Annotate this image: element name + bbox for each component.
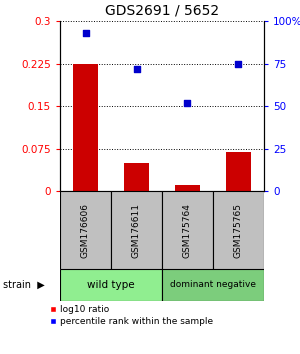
Text: GSM176611: GSM176611 [132,202,141,258]
Bar [162,269,264,301]
Bar [162,191,213,269]
Point [185,100,190,105]
Point [83,30,88,36]
Bar [111,191,162,269]
Text: dominant negative: dominant negative [170,280,256,290]
Legend: log10 ratio, percentile rank within the sample: log10 ratio, percentile rank within the … [50,306,214,326]
Point [134,66,139,72]
Title: GDS2691 / 5652: GDS2691 / 5652 [105,3,219,17]
Bar [73,64,98,191]
Bar [226,152,251,191]
Text: wild type: wild type [87,280,135,290]
Bar [124,163,149,191]
Text: GSM175765: GSM175765 [234,202,243,258]
Text: GSM175764: GSM175764 [183,202,192,258]
Point [236,61,241,67]
Bar [60,191,111,269]
Text: GSM176606: GSM176606 [81,202,90,258]
Text: strain  ▶: strain ▶ [3,280,45,290]
Bar [175,185,200,191]
Bar [213,191,264,269]
Bar [60,269,162,301]
